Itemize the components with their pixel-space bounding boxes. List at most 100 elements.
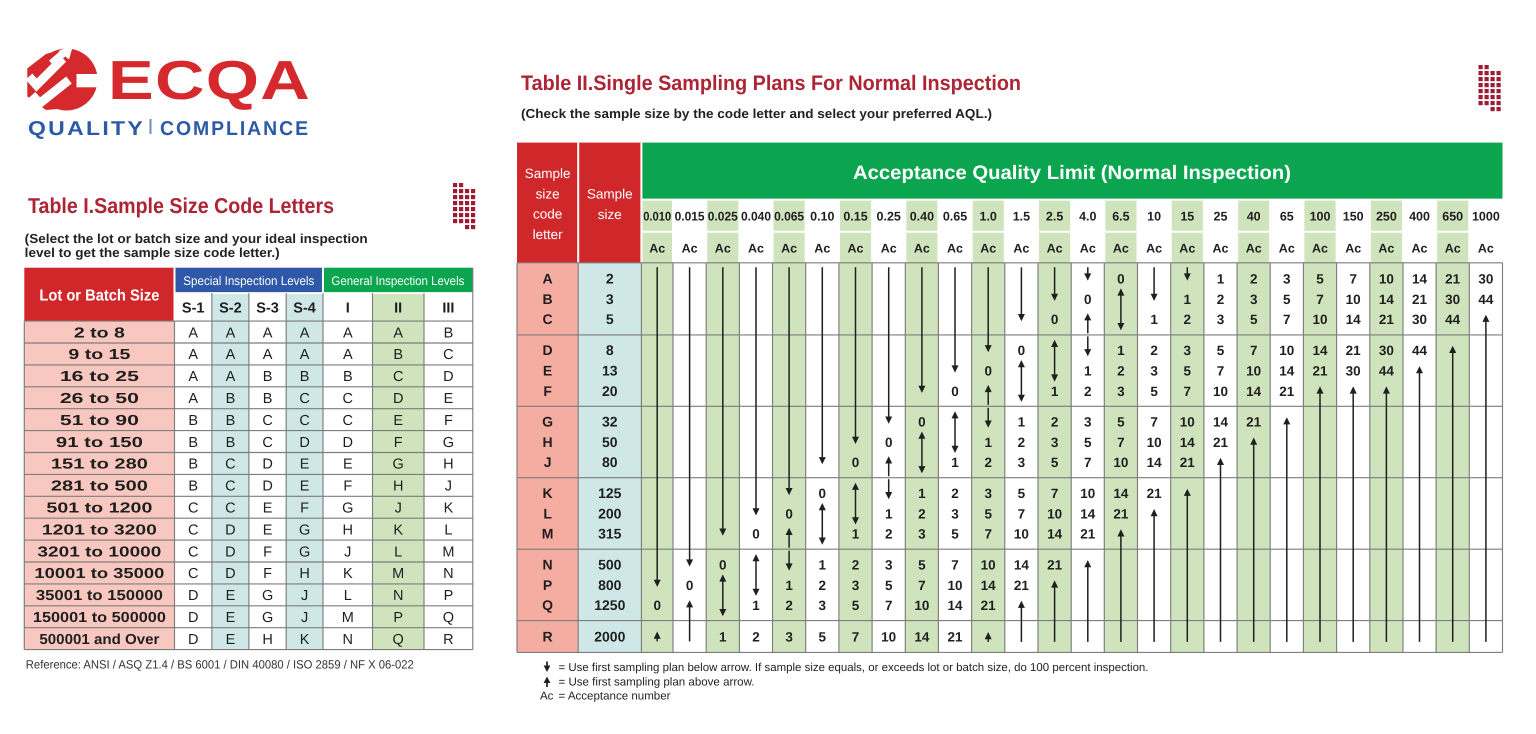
svg-text:Ac: Ac xyxy=(1213,242,1229,256)
svg-text:0: 0 xyxy=(951,384,959,399)
svg-text:G: G xyxy=(342,501,353,517)
svg-text:21: 21 xyxy=(1147,486,1163,501)
svg-text:3: 3 xyxy=(1283,271,1291,286)
svg-text:Ac: Ac xyxy=(914,242,930,256)
svg-text:General Inspection Levels: General Inspection Levels xyxy=(331,274,464,288)
svg-text:1: 1 xyxy=(1018,415,1026,430)
svg-text:Ac: Ac xyxy=(1312,242,1328,256)
svg-text:Ac: Ac xyxy=(715,242,731,256)
svg-text:21: 21 xyxy=(1312,364,1328,379)
svg-text:7: 7 xyxy=(1250,343,1258,358)
svg-text:L: L xyxy=(344,588,352,604)
svg-text:J: J xyxy=(301,610,308,626)
svg-text:B: B xyxy=(263,391,273,407)
svg-text:0: 0 xyxy=(686,578,694,593)
svg-text:21: 21 xyxy=(1379,312,1395,327)
svg-text:26 to 50: 26 to 50 xyxy=(60,391,139,407)
svg-text:10: 10 xyxy=(1147,435,1162,450)
svg-text:Ac: Ac xyxy=(881,242,897,256)
svg-text:A: A xyxy=(343,325,353,341)
svg-text:E: E xyxy=(226,588,236,604)
svg-text:0: 0 xyxy=(984,364,992,379)
svg-text:= Acceptance number: = Acceptance number xyxy=(559,691,671,703)
svg-text:COMPLIANCE: COMPLIANCE xyxy=(160,118,310,140)
svg-text:Ac: Ac xyxy=(1378,242,1394,256)
svg-text:Ac: Ac xyxy=(1179,242,1195,256)
svg-text:21: 21 xyxy=(981,598,997,613)
svg-text:51 to 90: 51 to 90 xyxy=(60,413,139,429)
svg-text:10: 10 xyxy=(1213,384,1228,399)
svg-text:0: 0 xyxy=(719,558,727,573)
svg-text:F: F xyxy=(543,383,552,399)
svg-text:1: 1 xyxy=(1150,312,1158,327)
svg-text:Ac: Ac xyxy=(781,242,797,256)
svg-text:Acceptance Quality Limit (Norm: Acceptance Quality Limit (Normal Inspect… xyxy=(853,162,1291,184)
svg-text:J: J xyxy=(344,544,351,560)
svg-text:B: B xyxy=(226,413,236,429)
svg-text:2: 2 xyxy=(1084,384,1092,399)
svg-text:40: 40 xyxy=(1247,209,1261,223)
svg-text:E: E xyxy=(543,363,552,379)
svg-text:0: 0 xyxy=(752,527,760,542)
svg-text:281 to 500: 281 to 500 xyxy=(51,479,148,495)
svg-text:K: K xyxy=(444,501,454,517)
svg-text:B: B xyxy=(263,369,273,385)
svg-text:14: 14 xyxy=(1312,343,1328,358)
svg-text:7: 7 xyxy=(852,629,860,644)
svg-text:3: 3 xyxy=(885,558,893,573)
svg-text:Q: Q xyxy=(393,632,404,648)
svg-text:7: 7 xyxy=(1051,486,1059,501)
svg-text:A: A xyxy=(226,347,236,363)
svg-text:H: H xyxy=(443,457,453,473)
svg-text:10: 10 xyxy=(881,629,896,644)
svg-text:3: 3 xyxy=(984,486,992,501)
svg-text:H: H xyxy=(543,434,553,450)
svg-text:10: 10 xyxy=(914,598,929,613)
svg-text:ECQA: ECQA xyxy=(108,49,311,111)
svg-text:1: 1 xyxy=(885,506,893,521)
svg-text:200: 200 xyxy=(598,505,622,521)
svg-text:1250: 1250 xyxy=(594,597,625,613)
svg-text:A: A xyxy=(226,325,236,341)
svg-text:1.0: 1.0 xyxy=(980,209,997,223)
svg-text:B: B xyxy=(188,435,198,451)
svg-text:B: B xyxy=(300,369,310,385)
svg-text:K: K xyxy=(393,522,403,538)
svg-text:1: 1 xyxy=(752,598,760,613)
svg-text:0: 0 xyxy=(785,506,793,521)
svg-text:S-2: S-2 xyxy=(219,301,242,317)
svg-text:7: 7 xyxy=(951,558,959,573)
svg-text:10: 10 xyxy=(1147,209,1161,223)
svg-text:5: 5 xyxy=(606,311,614,327)
svg-text:30: 30 xyxy=(1445,292,1460,307)
svg-text:0: 0 xyxy=(1018,343,1026,358)
svg-text:F: F xyxy=(300,501,309,517)
svg-text:D: D xyxy=(543,342,553,358)
svg-text:Q: Q xyxy=(542,597,553,613)
svg-text:D: D xyxy=(262,479,272,495)
svg-text:3: 3 xyxy=(1250,292,1258,307)
svg-text:Ac: Ac xyxy=(682,242,698,256)
svg-text:F: F xyxy=(343,479,352,495)
svg-text:A: A xyxy=(300,347,310,363)
svg-text:J: J xyxy=(544,454,552,470)
svg-text:10001 to 35000: 10001 to 35000 xyxy=(34,566,164,582)
svg-text:2: 2 xyxy=(852,558,860,573)
svg-text:14: 14 xyxy=(1213,415,1229,430)
svg-text:E: E xyxy=(300,479,310,495)
svg-text:1000: 1000 xyxy=(1472,209,1500,223)
svg-text:7: 7 xyxy=(984,527,992,542)
svg-text:2: 2 xyxy=(984,455,992,470)
svg-text:91 to 150: 91 to 150 xyxy=(56,435,143,451)
svg-text:44: 44 xyxy=(1379,364,1395,379)
svg-text:21: 21 xyxy=(1246,415,1262,430)
svg-text:G: G xyxy=(299,544,310,560)
svg-text:151 to 280: 151 to 280 xyxy=(51,457,148,473)
svg-text:A: A xyxy=(188,391,198,407)
svg-text:14: 14 xyxy=(1379,292,1395,307)
svg-text:0.015: 0.015 xyxy=(675,209,705,223)
svg-text:M: M xyxy=(542,526,554,542)
svg-text:0.65: 0.65 xyxy=(943,209,967,223)
svg-text:0.40: 0.40 xyxy=(910,209,934,223)
svg-text:II: II xyxy=(394,301,402,317)
